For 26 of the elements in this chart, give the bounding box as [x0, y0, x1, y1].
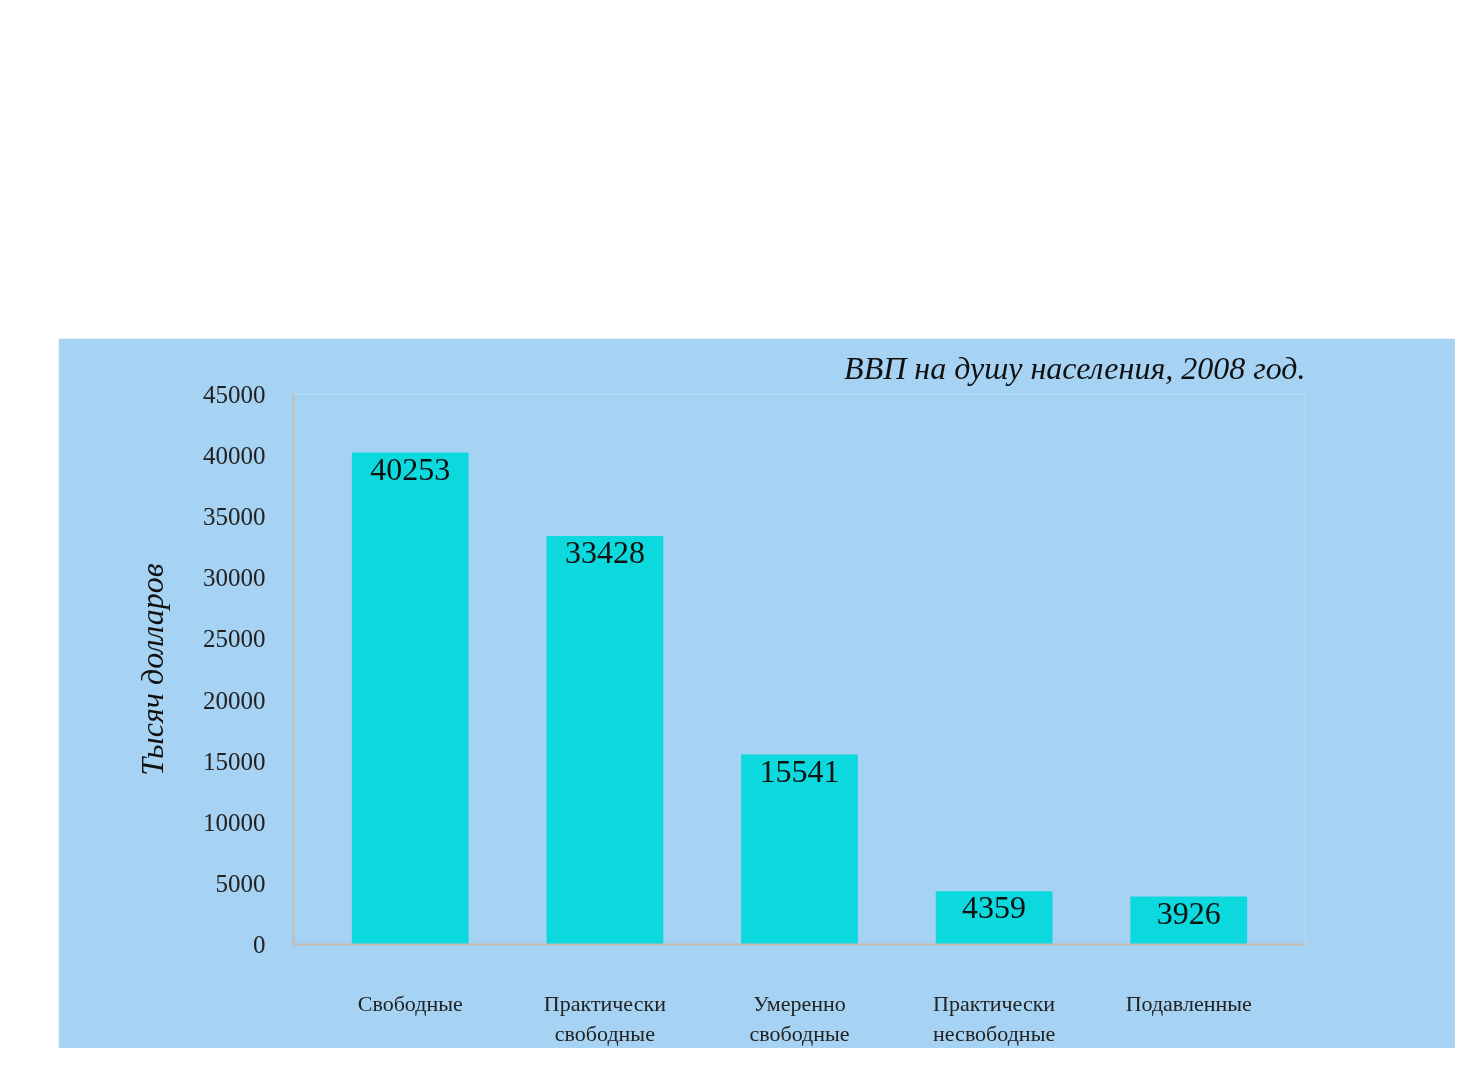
- y-tick-label: 10000: [203, 808, 266, 836]
- bar: [546, 535, 664, 945]
- bar: [741, 754, 858, 945]
- bar: [935, 891, 1053, 945]
- y-tick-label: 15000: [203, 747, 266, 775]
- y-axis-title: Тысяч долларов: [134, 563, 170, 776]
- data-label: 15541: [759, 752, 840, 789]
- y-tick-label: 30000: [203, 564, 266, 592]
- x-tick-label: Подавленные: [1125, 990, 1252, 1016]
- y-tick-label: 5000: [215, 869, 266, 897]
- x-tick-label: Свободные: [357, 990, 463, 1016]
- y-tick-label: 0: [253, 931, 266, 958]
- data-label: 33428: [564, 533, 645, 570]
- y-tick-label: 45000: [203, 381, 266, 408]
- y-tick-label: 25000: [203, 625, 266, 653]
- y-tick-label: 20000: [203, 686, 266, 714]
- x-tick-label: Практически несвободные: [933, 990, 1056, 1046]
- x-tick-label: Умеренно свободные: [749, 990, 850, 1046]
- x-tick-label: Практически свободные: [543, 990, 667, 1046]
- data-label: 4359: [962, 889, 1027, 926]
- data-label: 40253: [370, 450, 451, 487]
- y-tick-label: 40000: [203, 442, 266, 470]
- chart-title: ВВП на душу населения, 2008 год.: [844, 349, 1306, 386]
- data-label: 3926: [1156, 894, 1221, 931]
- y-tick-label: 35000: [203, 503, 266, 531]
- bar: [351, 452, 469, 945]
